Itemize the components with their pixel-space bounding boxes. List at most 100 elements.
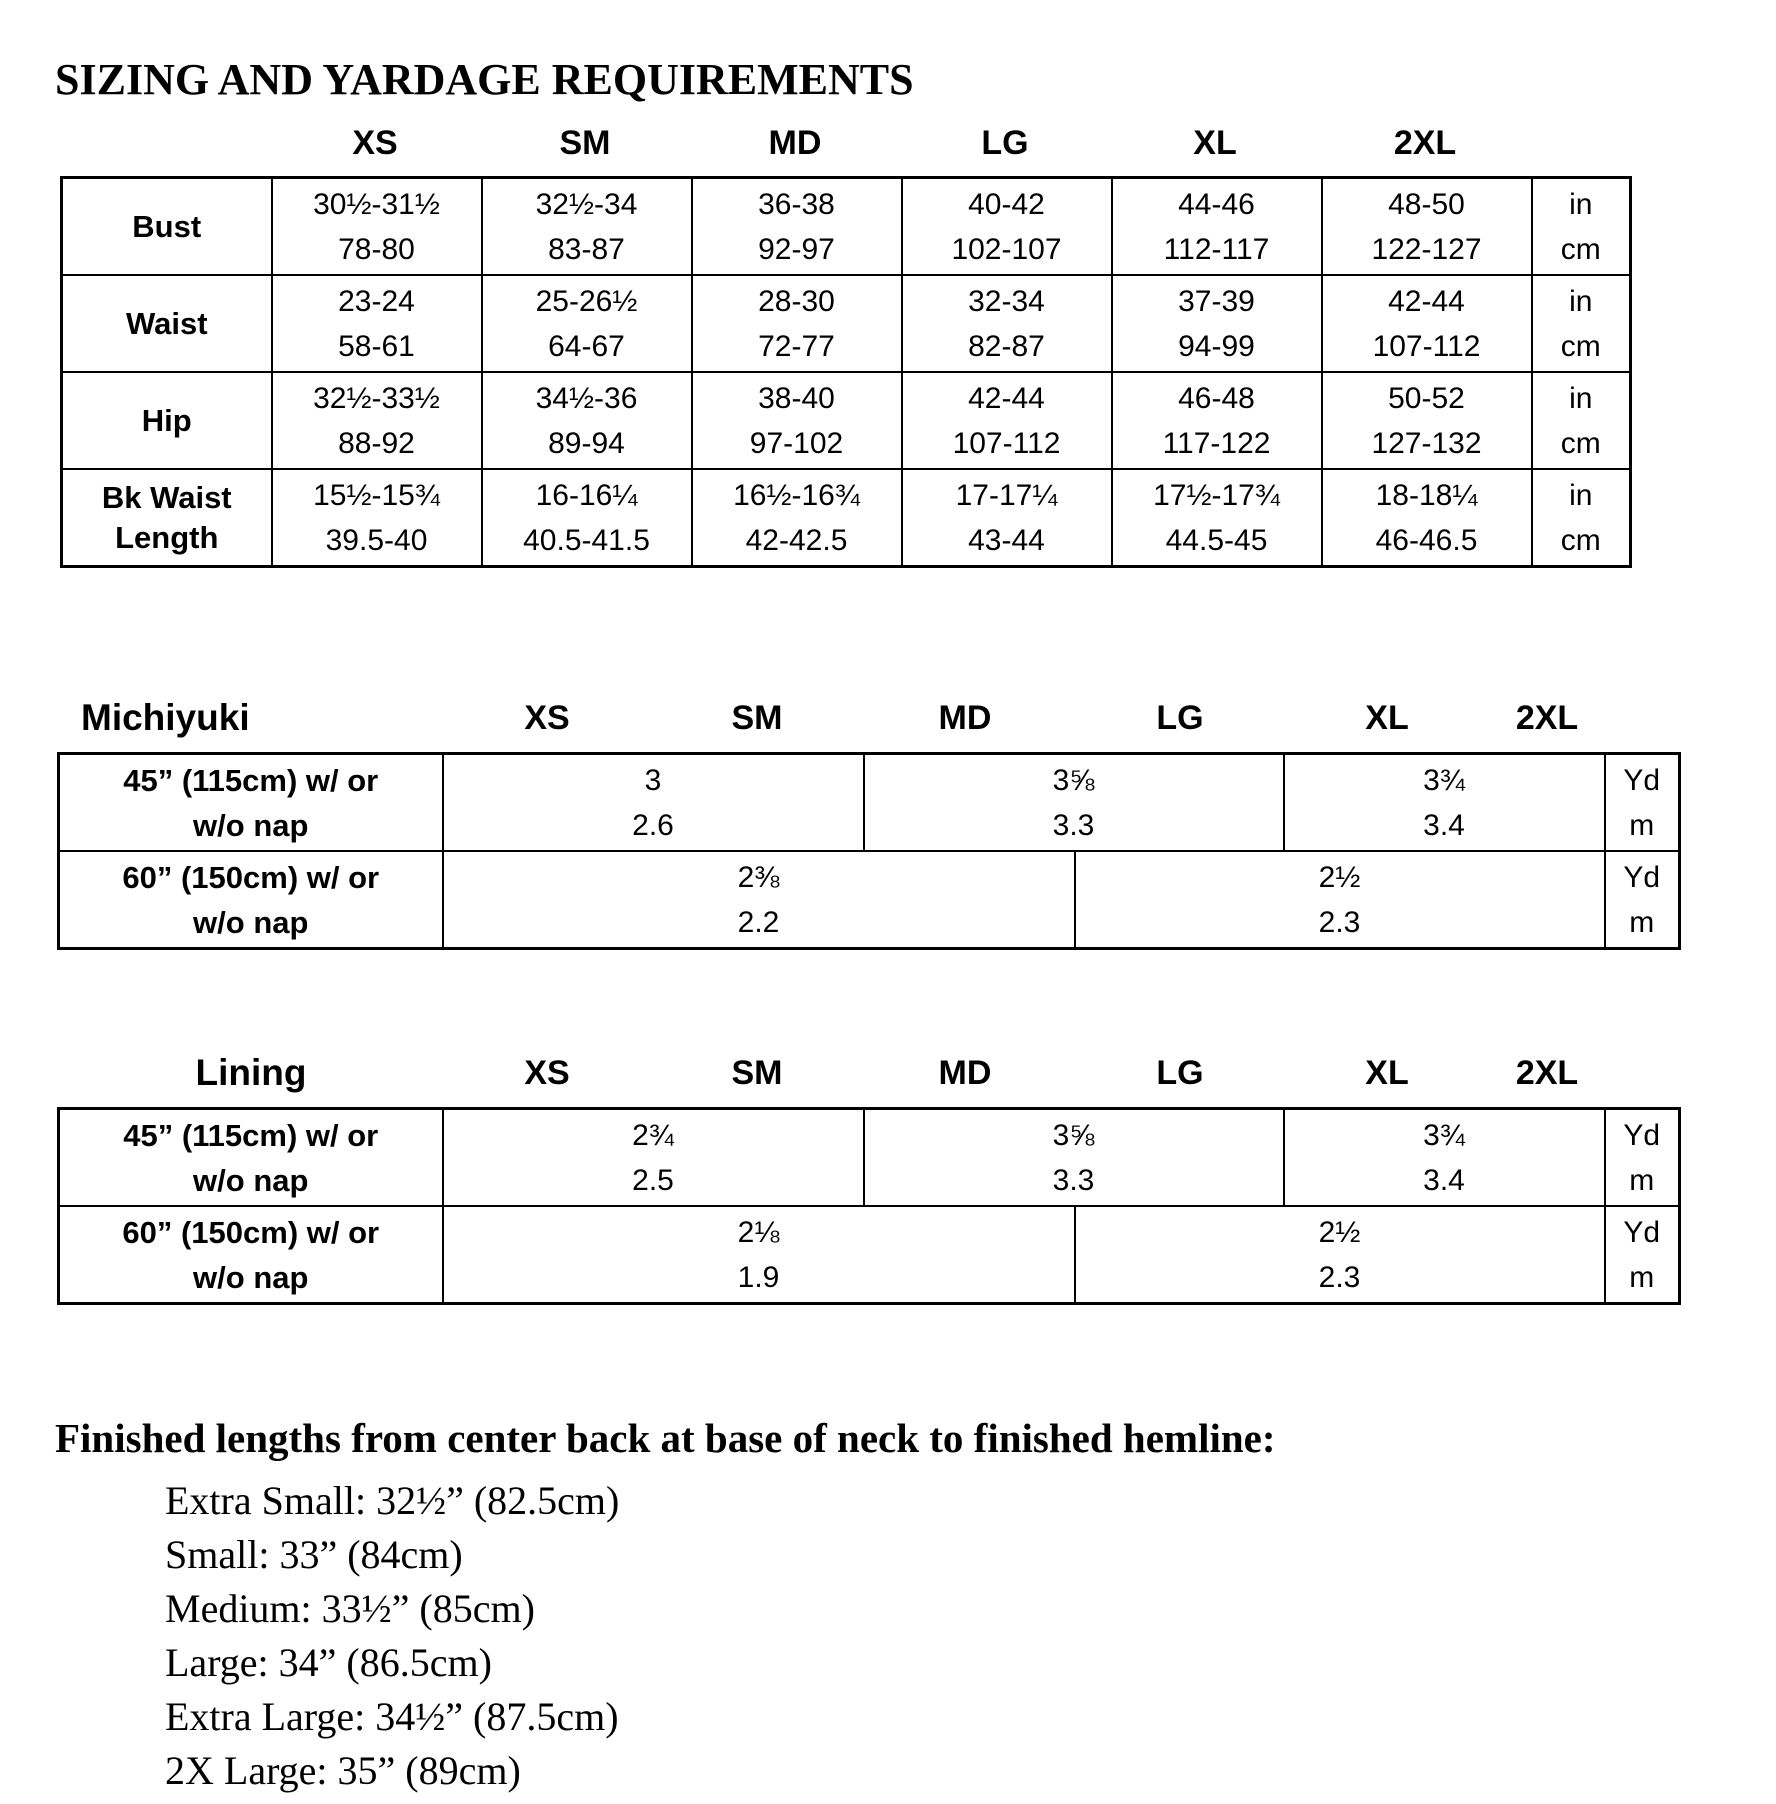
value-in: 50-52 bbox=[1388, 381, 1465, 415]
value-cm: 42-42.5 bbox=[745, 523, 848, 557]
measurement-cell: 17-17¼ 43-44 bbox=[900, 468, 1113, 568]
value-cm: 127-132 bbox=[1371, 426, 1482, 460]
value-m: 2.2 bbox=[737, 905, 780, 939]
value-cm: 46-46.5 bbox=[1375, 523, 1478, 557]
value-in: 32½-33½ bbox=[313, 381, 440, 415]
unit-cell: in cm bbox=[1530, 274, 1632, 373]
value-m: 2.6 bbox=[632, 808, 674, 842]
value-cm: 78-80 bbox=[338, 232, 415, 266]
finished-length-item-lg: Large: 34” (86.5cm) bbox=[165, 1640, 492, 1685]
value-m: 2.3 bbox=[1318, 1260, 1361, 1294]
measurement-cell: 16½-16¾ 42-42.5 bbox=[690, 468, 903, 568]
size-header-lg: LG bbox=[1156, 699, 1204, 737]
size-header-2xl: 2XL bbox=[1515, 699, 1579, 737]
row-label-60in-fabric: 60” (150cm) w/ or w/o nap bbox=[57, 850, 444, 950]
unit-m-label: m bbox=[1629, 1260, 1655, 1294]
yardage-cell: 2⅜ 2.2 bbox=[441, 850, 1076, 950]
lining-header-row: Lining XS SM MD LG XL 2XL bbox=[57, 1052, 1678, 1104]
value-in: 42-44 bbox=[1388, 284, 1465, 318]
michiyuki-header-row: Michiyuki XS SM MD LG XL 2XL bbox=[57, 697, 1678, 749]
unit-cell: Yd m bbox=[1603, 850, 1681, 950]
measurement-cell: 40-42 102-107 bbox=[900, 176, 1113, 276]
value-in: 30½-31½ bbox=[313, 187, 440, 221]
unit-cell: in cm bbox=[1530, 176, 1632, 276]
size-header-2xl: 2XL bbox=[1393, 124, 1457, 162]
value-yd: 2½ bbox=[1318, 1215, 1361, 1249]
unit-m-label: m bbox=[1629, 1163, 1655, 1197]
finished-lengths-heading: Finished lengths from center back at bas… bbox=[55, 1415, 1276, 1461]
value-in: 18-18¼ bbox=[1375, 478, 1478, 512]
size-header-xs: XS bbox=[352, 124, 398, 162]
value-in: 40-42 bbox=[968, 187, 1045, 221]
value-in: 16-16¼ bbox=[535, 478, 638, 512]
measurement-cell: 50-52 127-132 bbox=[1320, 371, 1533, 470]
table-row: 60” (150cm) w/ or w/o nap 2⅛ 1.9 2½ 2.3 Yd m bbox=[57, 1205, 1681, 1305]
measurement-cell: 23-24 58-61 bbox=[270, 274, 483, 373]
unit-cm-label: cm bbox=[1560, 426, 1601, 460]
value-in: 23-24 bbox=[338, 284, 415, 318]
size-header-md: MD bbox=[938, 699, 992, 737]
value-in: 28-30 bbox=[758, 284, 835, 318]
unit-in-label: in bbox=[1569, 478, 1593, 512]
value-cm: 39.5-40 bbox=[325, 523, 428, 557]
value-yd: 3¾ bbox=[1423, 763, 1465, 797]
table-row: 45” (115cm) w/ or w/o nap 3 2.6 3⅝ 3.3 3¾ 3.… bbox=[57, 752, 1681, 852]
value-yd: 3⅝ bbox=[1052, 763, 1095, 797]
value-yd: 3¾ bbox=[1423, 1118, 1465, 1152]
row-label-line: w/o nap bbox=[193, 904, 309, 940]
value-cm: 102-107 bbox=[951, 232, 1062, 266]
size-header-xl: XL bbox=[1365, 699, 1409, 737]
yardage-table-michiyuki: 45” (115cm) w/ or w/o nap 3 2.6 3⅝ 3.3 3¾ 3.… bbox=[57, 752, 1681, 950]
value-cm: 72-77 bbox=[758, 329, 835, 363]
value-in: 17-17¼ bbox=[955, 478, 1058, 512]
value-in: 37-39 bbox=[1178, 284, 1255, 318]
value-m: 3.3 bbox=[1052, 1163, 1095, 1197]
finished-lengths-section: Finished lengths from center back at bas… bbox=[55, 1414, 1276, 1798]
yardage-table-lining: 45” (115cm) w/ or w/o nap 2¾ 2.5 3⅝ 3.3 3¾ 3… bbox=[57, 1107, 1681, 1305]
row-label-line: w/o nap bbox=[193, 807, 309, 843]
value-yd: 3 bbox=[644, 763, 662, 797]
yardage-table-name-lining: Lining bbox=[195, 1052, 307, 1093]
value-in: 34½-36 bbox=[535, 381, 638, 415]
finished-length-item-2xl: 2X Large: 35” (89cm) bbox=[165, 1748, 521, 1793]
size-header-xs: XS bbox=[524, 699, 570, 737]
measurement-cell: 44-46 112-117 bbox=[1110, 176, 1323, 276]
value-yd: 2¾ bbox=[632, 1118, 674, 1152]
table-row: Hip 32½-33½ 88-92 34½-36 89-94 38-40 97-102… bbox=[60, 371, 1632, 470]
table-row: Bk Waist Length 15½-15¾ 39.5-40 16-16¼ 40.… bbox=[60, 468, 1632, 568]
yardage-cell: 2½ 2.3 bbox=[1073, 1205, 1606, 1305]
measurement-cell: 15½-15¾ 39.5-40 bbox=[270, 468, 483, 568]
size-header-sm: SM bbox=[731, 1054, 783, 1092]
value-in: 15½-15¾ bbox=[313, 478, 440, 512]
table-row: Bust 30½-31½ 78-80 32½-34 83-87 36-38 92-97… bbox=[60, 176, 1632, 276]
size-header-md: MD bbox=[768, 124, 822, 162]
unit-in-label: in bbox=[1569, 284, 1593, 318]
value-cm: 64-67 bbox=[548, 329, 625, 363]
size-header-xs: XS bbox=[524, 1054, 570, 1092]
yardage-table-name-michiyuki: Michiyuki bbox=[81, 697, 250, 738]
size-header-xl: XL bbox=[1193, 124, 1237, 162]
finished-length-item-xs: Extra Small: 32½” (82.5cm) bbox=[165, 1478, 620, 1523]
value-cm: 83-87 bbox=[548, 232, 625, 266]
unit-m-label: m bbox=[1629, 808, 1655, 842]
size-header-sm: SM bbox=[559, 124, 611, 162]
unit-m-label: m bbox=[1629, 905, 1655, 939]
yardage-cell: 2⅛ 1.9 bbox=[441, 1205, 1076, 1305]
row-label-bust: Bust bbox=[60, 176, 273, 276]
unit-yd-label: Yd bbox=[1623, 1215, 1661, 1249]
yardage-cell: 2½ 2.3 bbox=[1073, 850, 1606, 950]
value-m: 2.3 bbox=[1318, 905, 1361, 939]
value-cm: 58-61 bbox=[338, 329, 415, 363]
value-in: 48-50 bbox=[1388, 187, 1465, 221]
row-label-45in-fabric: 45” (115cm) w/ or w/o nap bbox=[57, 752, 444, 852]
row-label-line: 45” (115cm) w/ or bbox=[123, 762, 379, 798]
value-yd: 2½ bbox=[1318, 860, 1361, 894]
measurement-cell: 38-40 97-102 bbox=[690, 371, 903, 470]
value-in: 46-48 bbox=[1178, 381, 1255, 415]
value-in: 44-46 bbox=[1178, 187, 1255, 221]
row-label-line: 45” (115cm) w/ or bbox=[123, 1117, 379, 1153]
sizing-size-header-row: XS SM MD LG XL 2XL bbox=[60, 122, 1629, 174]
finished-length-item-xl: Extra Large: 34½” (87.5cm) bbox=[165, 1694, 619, 1739]
value-cm: 107-112 bbox=[1372, 329, 1481, 363]
value-m: 3.4 bbox=[1423, 808, 1465, 842]
